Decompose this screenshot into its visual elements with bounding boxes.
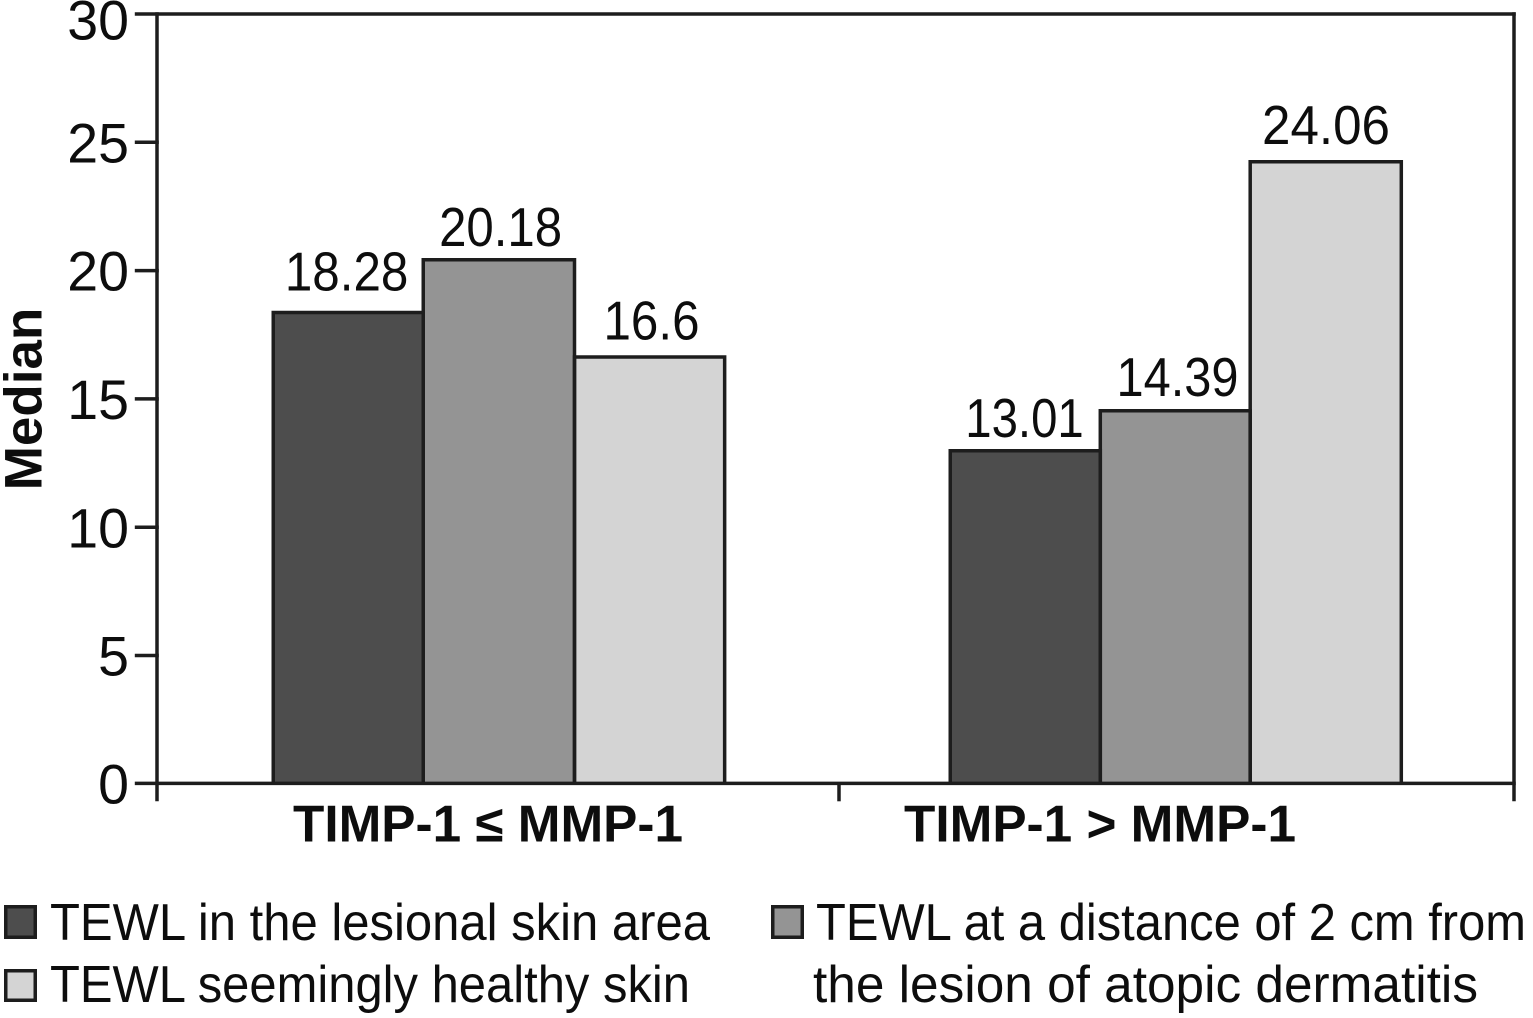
svg-text:20.18: 20.18 bbox=[439, 197, 562, 258]
svg-text:14.39: 14.39 bbox=[1117, 347, 1239, 408]
svg-text:15: 15 bbox=[67, 369, 129, 431]
svg-text:0: 0 bbox=[98, 753, 129, 815]
svg-text:TIMP-1 > MMP-1: TIMP-1 > MMP-1 bbox=[904, 795, 1296, 853]
svg-text:TEWL at a distance of 2 cm fro: TEWL at a distance of 2 cm from bbox=[816, 894, 1526, 952]
svg-text:TEWL seemingly healthy skin: TEWL seemingly healthy skin bbox=[50, 956, 690, 1014]
svg-text:Median: Median bbox=[0, 308, 54, 491]
svg-text:10: 10 bbox=[67, 497, 129, 559]
svg-text:5: 5 bbox=[98, 626, 129, 688]
svg-text:TIMP-1 ≤ MMP-1: TIMP-1 ≤ MMP-1 bbox=[293, 795, 683, 853]
svg-text:18.28: 18.28 bbox=[285, 241, 409, 302]
svg-text:16.6: 16.6 bbox=[604, 291, 700, 352]
svg-text:TEWL in the lesional skin area: TEWL in the lesional skin area bbox=[50, 894, 710, 952]
svg-text:20: 20 bbox=[67, 241, 129, 303]
svg-text:25: 25 bbox=[67, 112, 129, 174]
svg-text:24.06: 24.06 bbox=[1262, 95, 1390, 156]
svg-text:13.01: 13.01 bbox=[965, 388, 1084, 449]
svg-text:30: 30 bbox=[67, 0, 129, 52]
svg-text:the lesion of atopic dermatiti: the lesion of atopic dermatitis bbox=[813, 956, 1478, 1014]
